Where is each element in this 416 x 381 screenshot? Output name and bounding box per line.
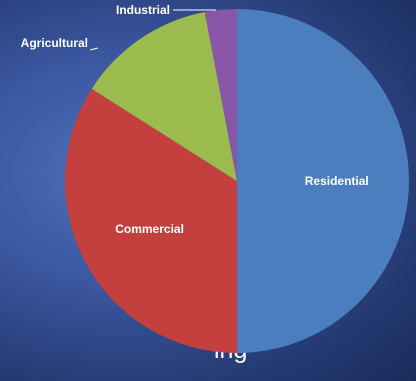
- pie-label-agricultural: Agricultural: [21, 36, 88, 50]
- pie-slice-agricultural: [91, 12, 237, 181]
- pie-label-residential: Residential: [305, 174, 369, 188]
- leader-line-agricultural: [89, 47, 99, 51]
- pie-label-commercial: Commercial: [115, 222, 184, 236]
- pie-label-industrial: Industrial: [116, 3, 170, 17]
- pie-slices: [64, 9, 409, 353]
- pie-labels: Residential Commercial Agricultural Industr…: [21, 3, 369, 236]
- pie-slice-industrial: [204, 9, 237, 181]
- pie-slice-residential: [237, 9, 409, 353]
- pie-slice-commercial: [64, 88, 237, 353]
